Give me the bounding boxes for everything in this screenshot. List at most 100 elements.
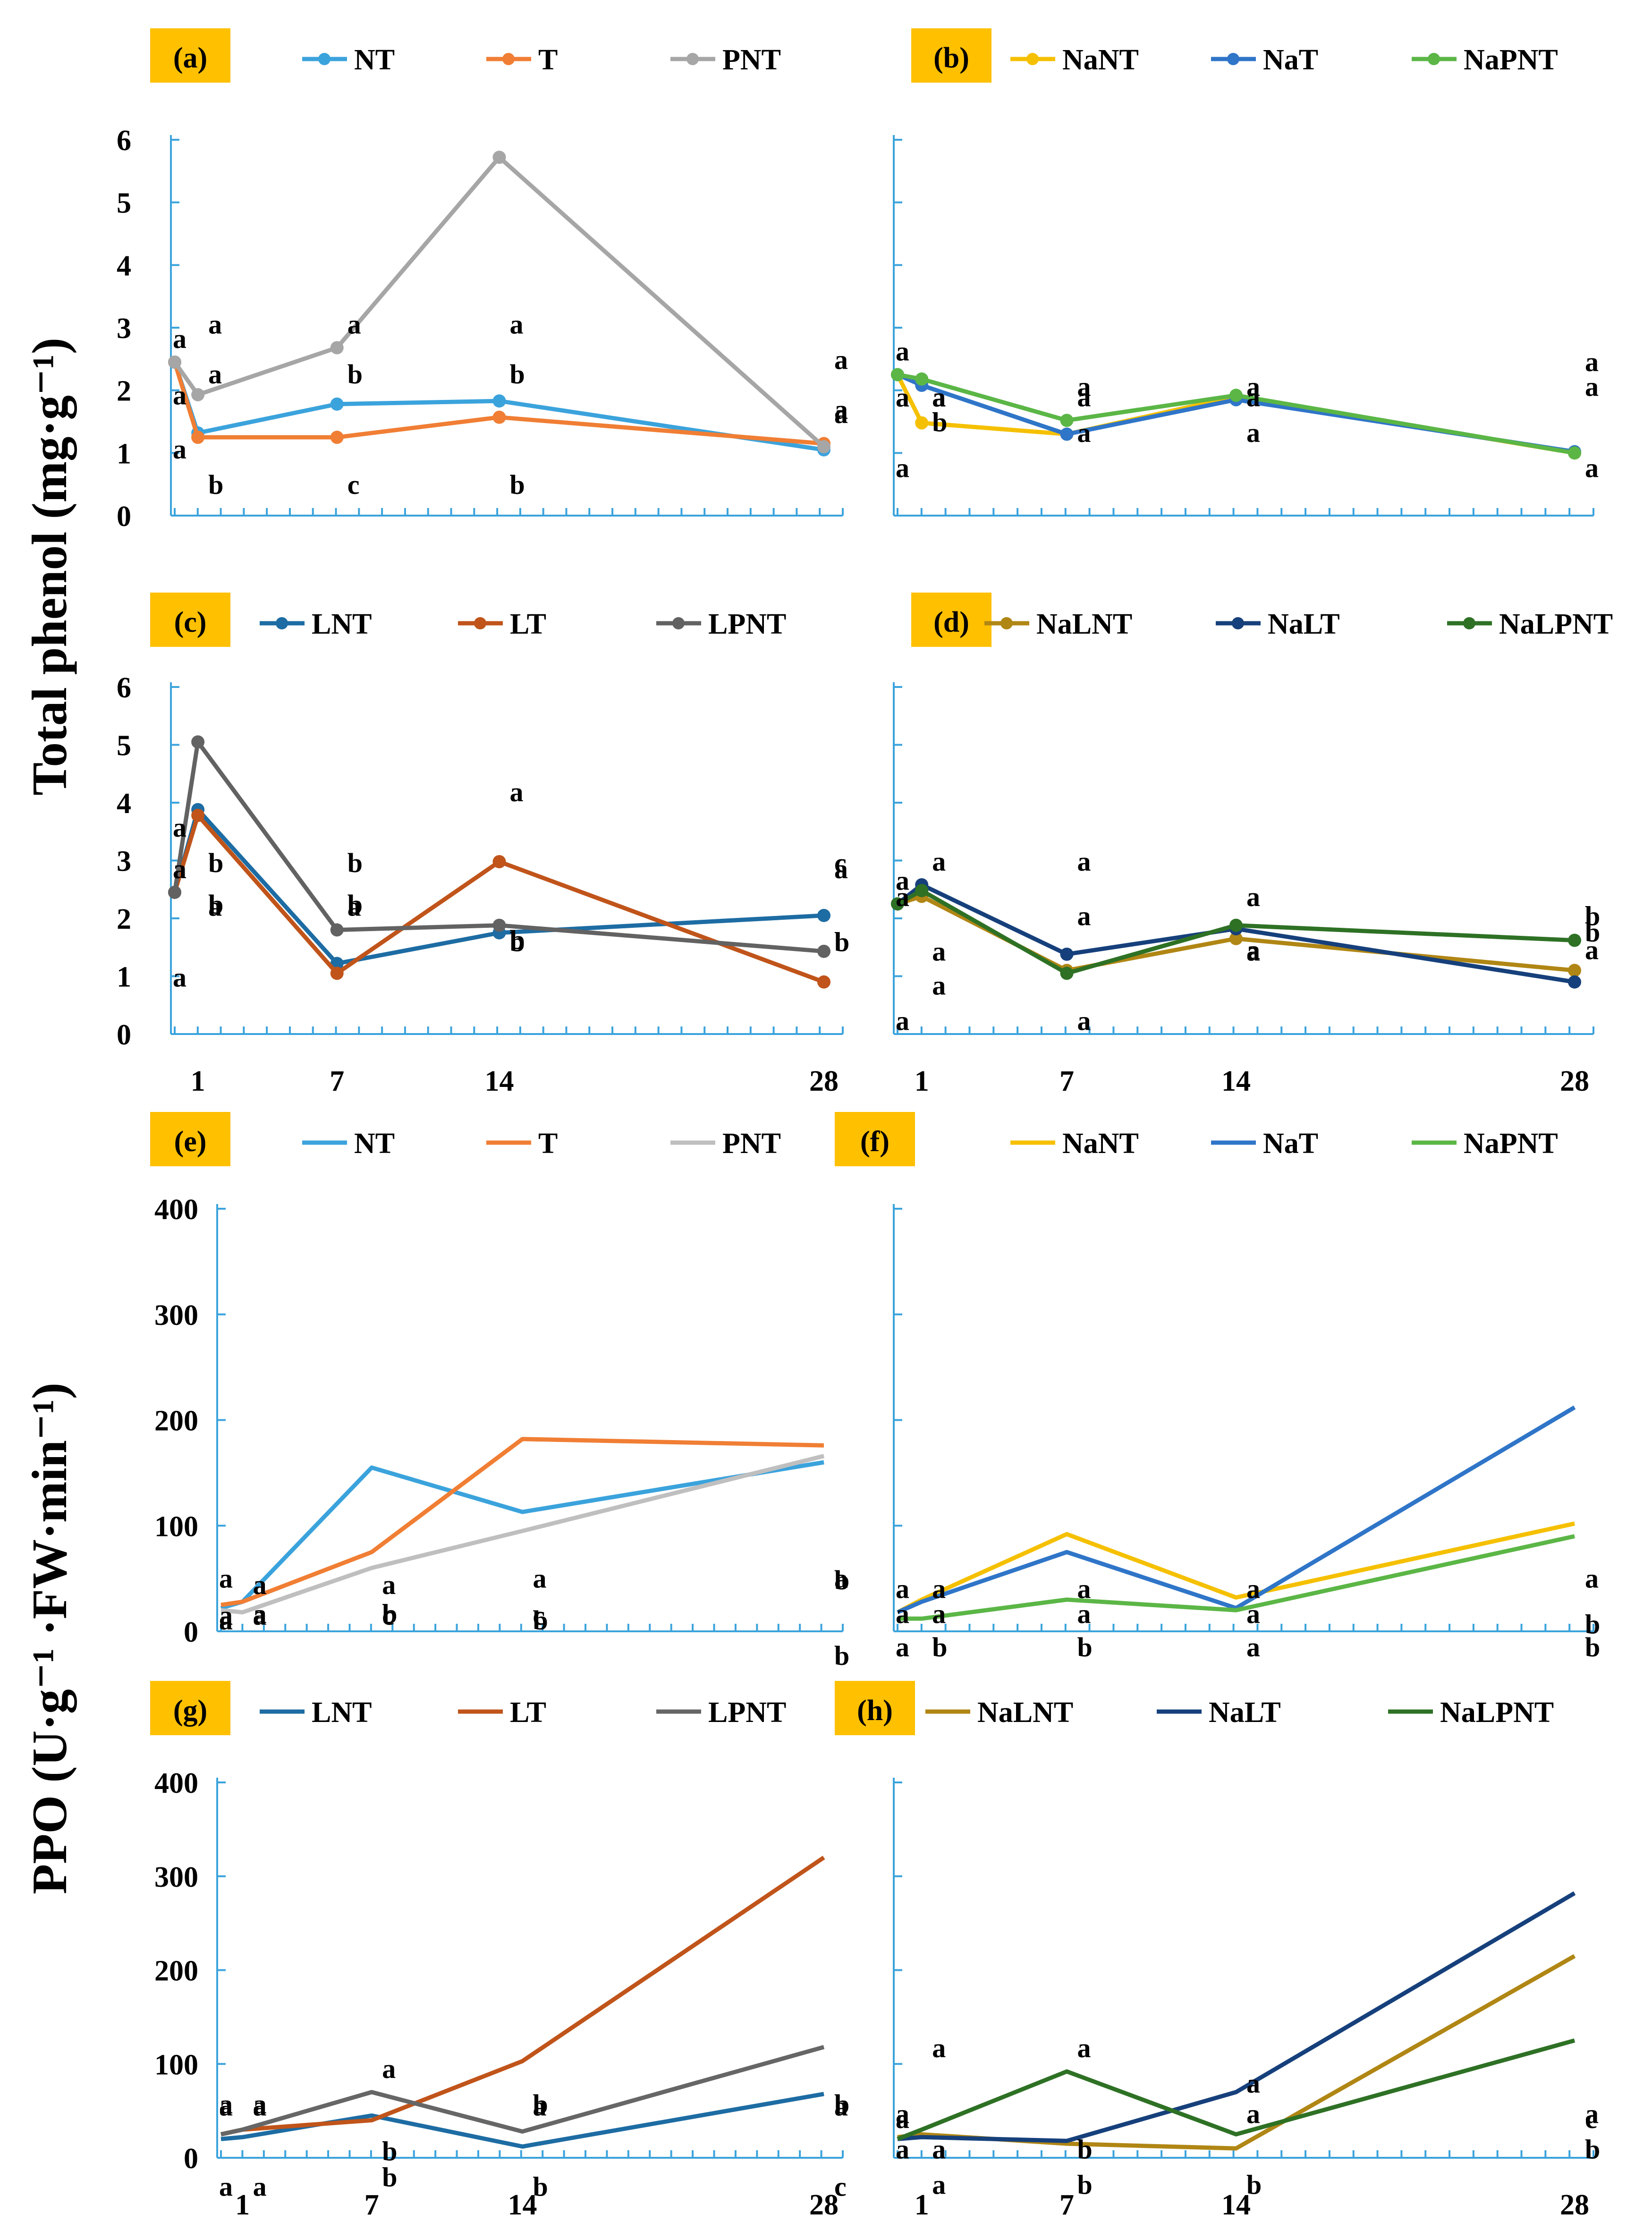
significance-letter: b	[932, 1632, 947, 1662]
significance-letter: a	[253, 2089, 267, 2120]
significance-letter: a	[1246, 2068, 1260, 2099]
data-point	[1568, 446, 1581, 460]
significance-letter: a	[896, 452, 909, 483]
series-line-NaPNT	[897, 373, 1575, 455]
y-tick-label: 100	[154, 2049, 198, 2081]
y-tick-label: 200	[154, 1955, 198, 1987]
series-line-LNT	[172, 807, 824, 966]
legend-marker	[1227, 53, 1239, 65]
significance-letter: a	[219, 1605, 233, 1636]
y-tick-label: 100	[154, 1510, 198, 1543]
y-tick-label: 6	[117, 125, 131, 157]
series-line-NaLPNT	[897, 2038, 1576, 2141]
significance-letter: b	[510, 927, 525, 958]
legend-label: NT	[354, 1128, 395, 1160]
significance-letter: a	[896, 382, 909, 413]
significance-letter: b	[533, 1605, 548, 1636]
significance-letter: a	[208, 891, 222, 922]
significance-letter: a	[1246, 382, 1260, 412]
significance-letter: b	[208, 889, 223, 920]
data-point	[191, 735, 205, 749]
significance-letter: b	[347, 848, 363, 878]
x-tick-label: 14	[485, 1065, 514, 1097]
legend-label: NaPNT	[1464, 1128, 1558, 1160]
legend-label: NaLNT	[1036, 608, 1132, 640]
x-tick-label: 1	[235, 2189, 250, 2221]
y-tick-label: 0	[117, 1019, 131, 1051]
significance-letter: a	[219, 2089, 233, 2120]
data-point	[1568, 933, 1581, 947]
y-tick-label: 300	[154, 1861, 198, 1893]
y-tick-label: 200	[154, 1405, 198, 1437]
significance-letter: a	[896, 1005, 909, 1036]
significance-letter: a	[219, 2091, 233, 2121]
significance-letter: a	[896, 2103, 909, 2134]
y-tick-label: 400	[154, 1767, 198, 1799]
significance-letter: b	[347, 889, 363, 920]
significance-letter: a	[219, 1563, 233, 1594]
panel-label: (d)	[933, 606, 969, 638]
x-tick-label: 14	[508, 2189, 537, 2221]
significance-letter: a	[382, 2053, 396, 2084]
data-point	[191, 431, 205, 444]
data-point	[1568, 975, 1581, 989]
panel-label-box	[150, 28, 230, 83]
significance-letter: a	[1077, 2033, 1091, 2063]
significance-letter: b	[1585, 917, 1600, 948]
significance-letter: a	[834, 394, 848, 425]
significance-letter: a	[1246, 1574, 1260, 1604]
significance-letter: b	[932, 407, 947, 438]
significance-letter: b	[208, 848, 223, 878]
y-tick-label: 1	[117, 438, 131, 470]
x-tick-label: 7	[1059, 2189, 1074, 2221]
data-point	[915, 416, 929, 430]
significance-letter: a	[896, 2098, 909, 2129]
y-tick-label: 400	[154, 1194, 198, 1226]
significance-letter: a	[533, 1563, 547, 1594]
significance-letter: a	[932, 1574, 946, 1604]
data-point	[168, 885, 181, 899]
panel-label-box	[150, 1112, 230, 1166]
significance-letter: a	[173, 962, 186, 993]
x-tick-label: 7	[364, 2189, 379, 2221]
significance-letter: a	[253, 2091, 267, 2121]
data-point	[1229, 918, 1243, 932]
y-tick-label: 2	[117, 903, 131, 935]
significance-letter: a	[1585, 347, 1599, 377]
legend-label: NT	[354, 44, 395, 76]
significance-letter: a	[1077, 382, 1091, 412]
legend-marker	[502, 53, 515, 65]
significance-letter: b	[834, 1640, 849, 1671]
significance-letter: a	[1077, 900, 1091, 931]
significance-letter: c	[834, 848, 847, 878]
significance-letter: a	[896, 882, 909, 912]
legend-label: LT	[510, 1696, 546, 1729]
significance-letter: a	[510, 777, 524, 807]
legend-marker	[1026, 53, 1039, 65]
data-point	[1568, 964, 1581, 977]
significance-letter: b	[208, 469, 223, 500]
legend-label: LPNT	[708, 1696, 786, 1729]
data-point	[492, 410, 506, 424]
series-line-NaPNT	[898, 1534, 1575, 1621]
legend-label: LNT	[312, 1696, 372, 1729]
panel-label-box	[911, 28, 991, 83]
significance-letter: a	[896, 336, 909, 367]
legend-marker	[672, 617, 685, 629]
data-point	[492, 855, 506, 868]
significance-letter: a	[1246, 2098, 1260, 2129]
significance-letter: a	[533, 2091, 547, 2121]
y-tick-label: 2	[117, 375, 131, 407]
y-tick-label: 4	[117, 788, 131, 820]
significance-letter: a	[932, 2169, 946, 2200]
significance-letter: a	[382, 1569, 396, 1600]
legend-label: PNT	[722, 1128, 781, 1160]
significance-letter: a	[219, 1600, 233, 1631]
significance-letter: b	[1585, 900, 1600, 931]
significance-letter: a	[834, 1563, 848, 1594]
data-point	[1060, 967, 1074, 980]
legend-label: NaNT	[1062, 44, 1139, 76]
y-tick-label: 5	[117, 187, 131, 220]
significance-letter: a	[1585, 934, 1599, 965]
